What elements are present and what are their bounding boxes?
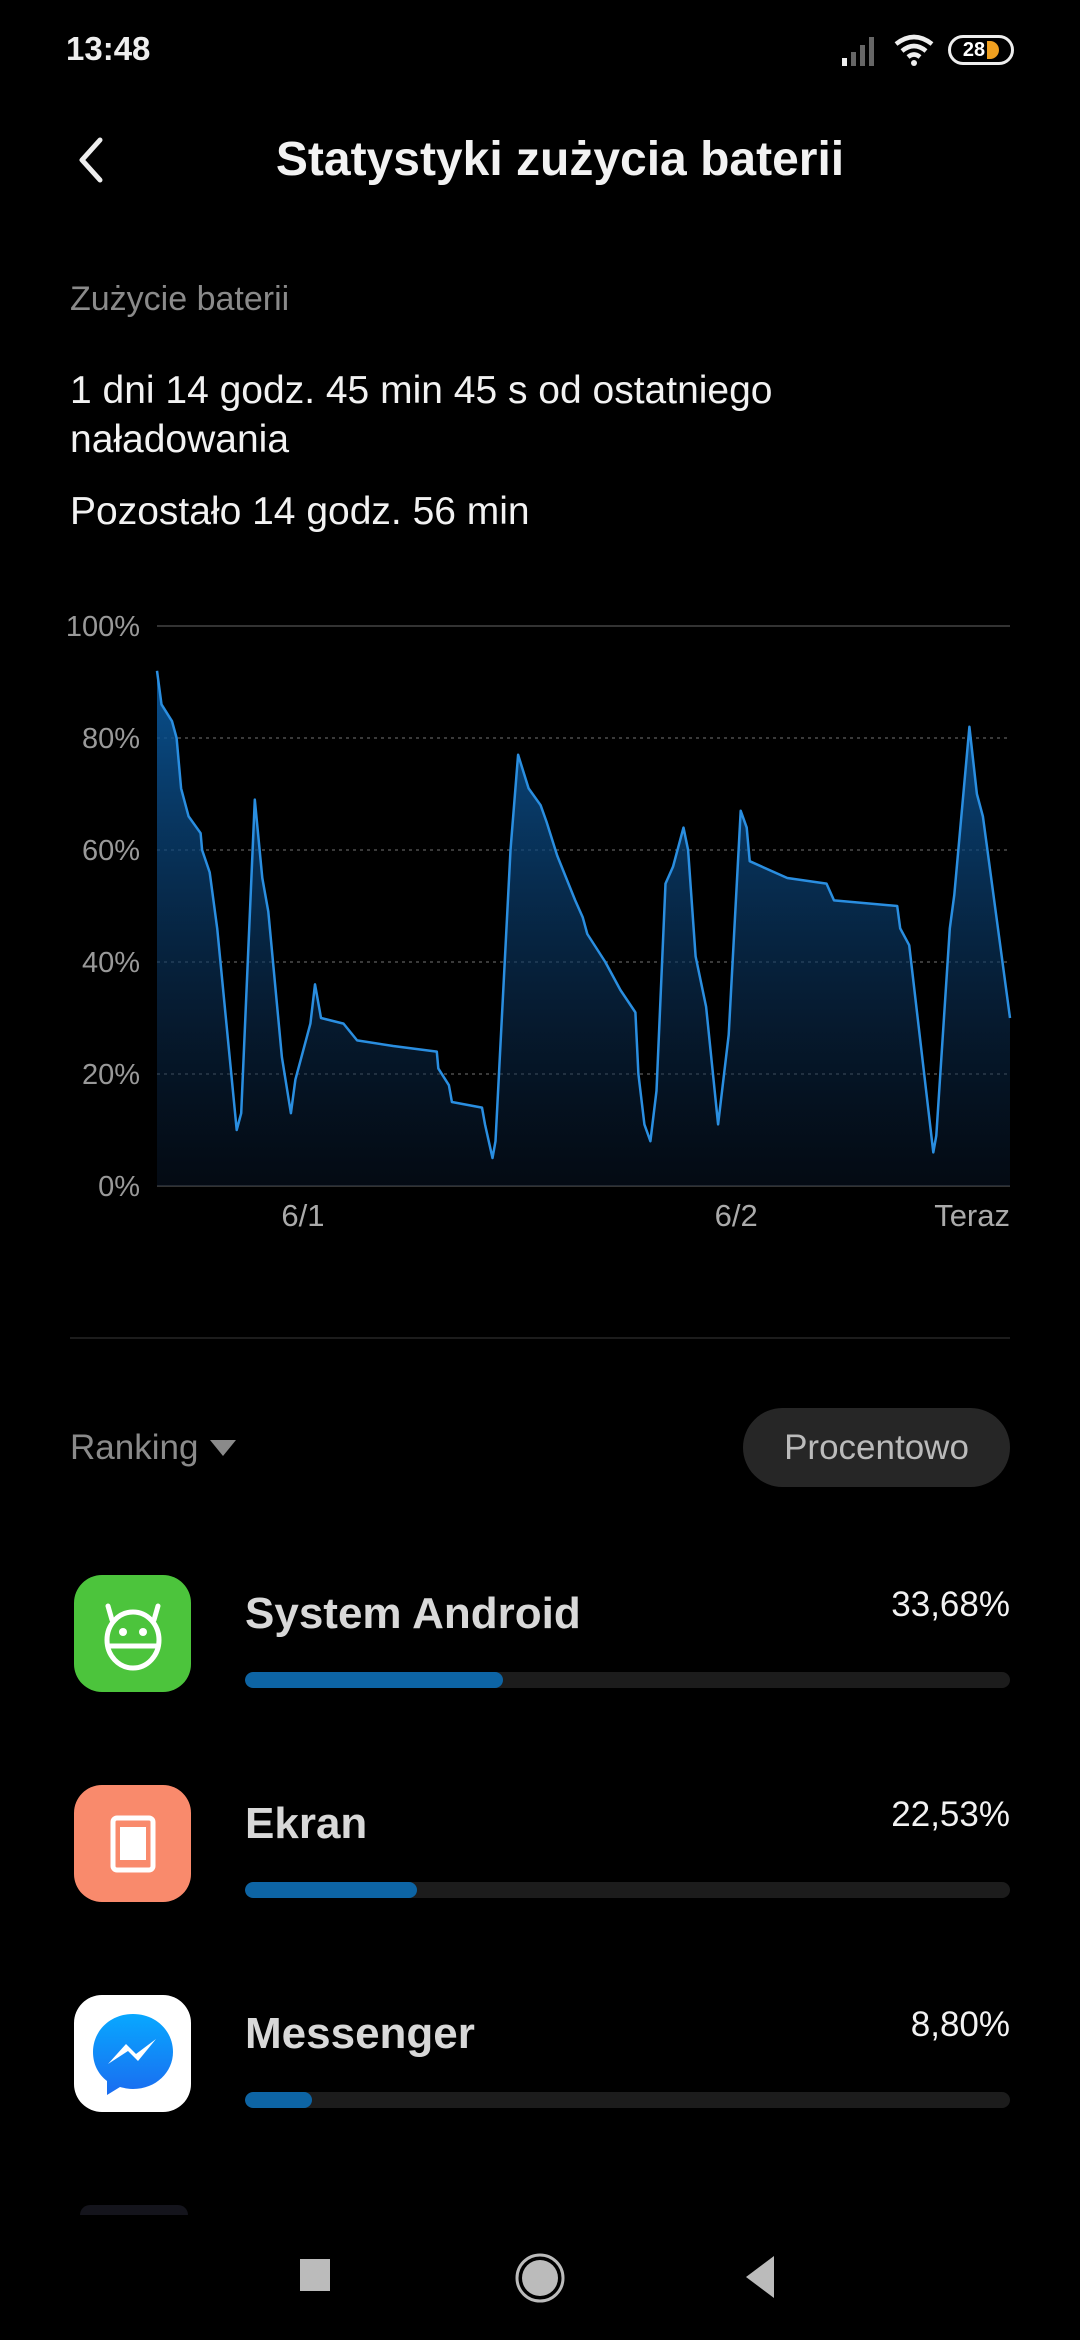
back-icon[interactable] [740,2252,780,2302]
battery-icon: 28 [948,35,1014,65]
usage-bar-fill [245,1882,418,1898]
app-row-ekran[interactable]: Ekran 22,53% [0,1785,1080,1925]
messenger-icon [74,1995,191,2112]
app-name: Messenger [245,2009,475,2058]
app-percent: 8,80% [910,2005,1010,2044]
y-tick-label: 100% [66,611,140,643]
time-remaining: Pozostało 14 godz. 56 min [70,490,530,533]
app-percent: 22,53% [891,1795,1010,1834]
y-tick-label: 20% [82,1059,140,1091]
app-name: System Android [245,1589,581,1638]
status-time: 13:48 [66,30,151,67]
android-icon [74,1575,191,1692]
usage-bar [245,2092,1010,2108]
percent-mode-button[interactable]: Procentowo [743,1408,1010,1487]
app-row-messenger[interactable]: Messenger 8,80% [0,1995,1080,2135]
app-percent: 33,68% [891,1585,1010,1624]
divider [70,1337,1010,1339]
y-tick-label: 0% [98,1171,140,1203]
recents-icon[interactable] [295,2255,335,2295]
x-tick-label: 6/2 [715,1198,758,1233]
next-app-icon-partial [80,2205,188,2215]
status-icons: 28 [840,34,1014,66]
usage-bar [245,1672,1010,1688]
usage-bar-fill [245,1672,503,1688]
dropdown-triangle-icon [210,1440,237,1456]
y-tick-label: 60% [82,835,140,867]
back-arrow-icon[interactable] [68,130,118,190]
chart-line [155,670,1012,1160]
app-name: Ekran [245,1799,368,1848]
chart-area [157,670,1010,1186]
wifi-icon [894,34,934,66]
ranking-label: Ranking [70,1428,199,1467]
x-tick-label: Teraz [934,1198,1010,1233]
x-tick-label: 6/1 [281,1198,324,1233]
time-since-charge: 1 dni 14 godz. 45 min 45 s od ostatniego… [70,369,773,461]
usage-bar-fill [245,2092,313,2108]
app-row-system-android[interactable]: System Android 33,68% [0,1575,1080,1715]
y-tick-label: 40% [82,947,140,979]
section-label: Zużycie baterii [70,280,290,318]
signal-icon [842,37,874,66]
battery-level-chart: 100% 80% 60% 40% 20% 0% 6/1 6/2 Teraz [66,611,1012,1233]
page-title: Statystyki zużycia baterii [275,133,845,186]
battery-level: 28 [962,38,986,61]
screen-icon [74,1785,191,1902]
home-icon[interactable] [512,2250,568,2306]
ranking-dropdown[interactable]: Ranking [70,1428,237,1468]
y-tick-label: 80% [82,723,140,755]
usage-bar [245,1882,1010,1898]
